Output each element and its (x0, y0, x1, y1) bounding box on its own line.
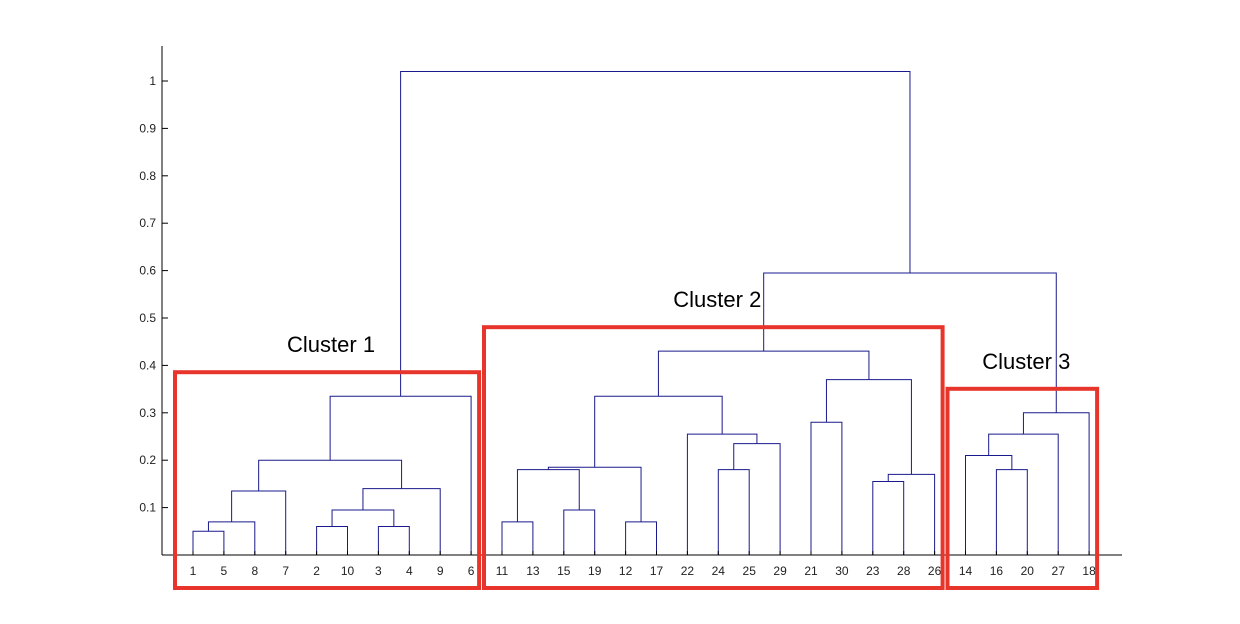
y-tick-label: 0.4 (139, 358, 156, 372)
leaf-label: 24 (712, 564, 726, 578)
leaf-labels: 1 5 8 7 2 10 3 4 9 6 11 13 15 19 12 17 22 24 25 29 21 30 23 28 2… (190, 551, 1096, 578)
dendrogram-link (657, 350, 870, 397)
y-tick-label: 0.2 (139, 453, 156, 467)
cluster-box (945, 386, 1100, 590)
cluster-annotations: Cluster 1 Cluster 2 Cluster 3 (173, 287, 1100, 590)
leaf-label: 3 (375, 564, 382, 578)
leaf-label: 10 (341, 564, 355, 578)
leaf-label: 28 (897, 564, 911, 578)
y-tick-label: 0.3 (139, 406, 156, 420)
cluster-box (482, 325, 945, 590)
dendrogram-link (207, 521, 256, 555)
leaf-label: 18 (1082, 564, 1096, 578)
leaf-label: 22 (681, 564, 695, 578)
leaf-label: 16 (990, 564, 1004, 578)
leaf-label: 14 (959, 564, 973, 578)
leaf-label: 13 (526, 564, 540, 578)
dendrogram-link (258, 459, 403, 492)
leaf-label: 6 (468, 564, 475, 578)
leaf-label: 21 (804, 564, 818, 578)
dendrogram-link (331, 509, 395, 527)
y-tick-label: 0.9 (139, 121, 156, 135)
dendrogram-link (400, 71, 911, 397)
dendrogram-link (733, 443, 781, 555)
leaf-label: 7 (282, 564, 289, 578)
leaf-label: 26 (928, 564, 942, 578)
leaf-label: 29 (773, 564, 787, 578)
leaf-label: 27 (1052, 564, 1066, 578)
dendrogram-link (329, 395, 472, 555)
leaf-label: 12 (619, 564, 633, 578)
leaf-label: 17 (650, 564, 664, 578)
dendrogram-link (377, 526, 410, 555)
leaf-label: 23 (866, 564, 880, 578)
leaf-label: 19 (588, 564, 602, 578)
dendrogram-link (810, 421, 843, 555)
dendrogram-link (965, 454, 1013, 555)
leaf-label: 25 (743, 564, 757, 578)
dendrogram-link (501, 521, 534, 555)
dendrogram-link (625, 521, 657, 555)
cluster-label: Cluster 2 (673, 287, 761, 312)
leaf-label: 15 (557, 564, 571, 578)
cluster-box (173, 370, 482, 590)
dendrogram-link (825, 379, 912, 475)
dendrogram-link (192, 530, 225, 555)
dendrogram-link (872, 481, 905, 555)
y-tick-label: 1 (149, 74, 156, 88)
dendrogram-link (717, 469, 750, 555)
leaf-label: 4 (406, 564, 413, 578)
leaf-label: 30 (835, 564, 849, 578)
y-tick-label: 0.6 (139, 264, 156, 278)
dendrogram-links (192, 71, 1090, 555)
y-tick-label: 0.5 (139, 311, 156, 325)
leaf-label: 11 (496, 564, 509, 578)
leaf-label: 9 (437, 564, 444, 578)
dendrogram-link (887, 473, 936, 555)
dendrogram-link (231, 490, 287, 555)
leaf-label: 8 (251, 564, 258, 578)
cluster-label: Cluster 3 (982, 349, 1070, 374)
y-tick-label: 0.7 (139, 216, 156, 230)
dendrogram-link (995, 469, 1028, 555)
dendrogram-link (686, 433, 758, 555)
leaf-label: 1 (190, 564, 197, 578)
dendrogram-link (316, 526, 348, 555)
cluster-label: Cluster 1 (287, 332, 375, 357)
dendrogram-link (516, 469, 580, 522)
dendrogram-link (988, 433, 1059, 555)
leaf-label: 2 (313, 564, 320, 578)
dendrogram-link (594, 395, 723, 468)
dendrogram-link (763, 272, 1057, 413)
dendrogram-link (362, 488, 441, 555)
dendrogram-link (563, 509, 596, 555)
y-tick-label: 0.8 (139, 169, 156, 183)
leaf-label: 20 (1021, 564, 1035, 578)
y-axis: 0.1 0.2 0.3 0.4 0.5 0.6 0.7 0.8 0.9 1 (139, 46, 1122, 556)
y-tick-label: 0.1 (139, 501, 156, 515)
leaf-label: 5 (221, 564, 228, 578)
